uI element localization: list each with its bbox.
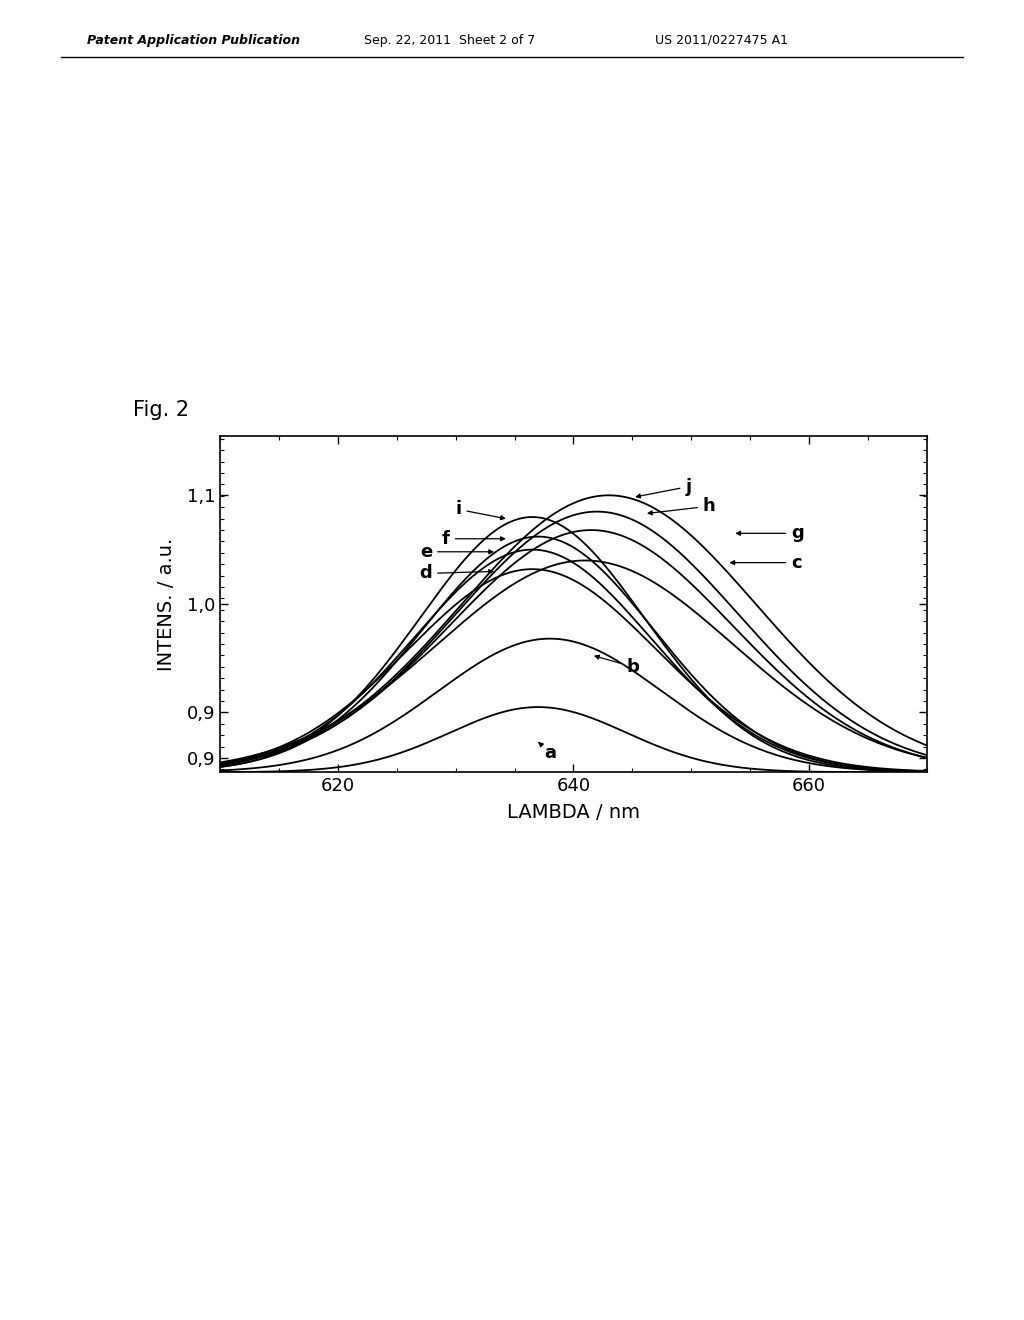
Text: d: d [420, 565, 493, 582]
Text: f: f [442, 529, 505, 548]
Text: j: j [637, 478, 691, 498]
Text: Fig. 2: Fig. 2 [133, 400, 189, 420]
Text: a: a [539, 742, 556, 762]
Text: US 2011/0227475 A1: US 2011/0227475 A1 [655, 33, 788, 46]
X-axis label: LAMBDA / nm: LAMBDA / nm [507, 804, 640, 822]
Text: e: e [420, 543, 493, 561]
Text: Patent Application Publication: Patent Application Publication [87, 33, 300, 46]
Text: h: h [648, 498, 716, 515]
Y-axis label: INTENS. / a.u.: INTENS. / a.u. [157, 537, 176, 671]
Text: i: i [456, 500, 505, 520]
Text: Sep. 22, 2011  Sheet 2 of 7: Sep. 22, 2011 Sheet 2 of 7 [364, 33, 535, 46]
Text: g: g [736, 524, 804, 543]
Text: c: c [731, 553, 802, 572]
Text: b: b [595, 655, 639, 676]
